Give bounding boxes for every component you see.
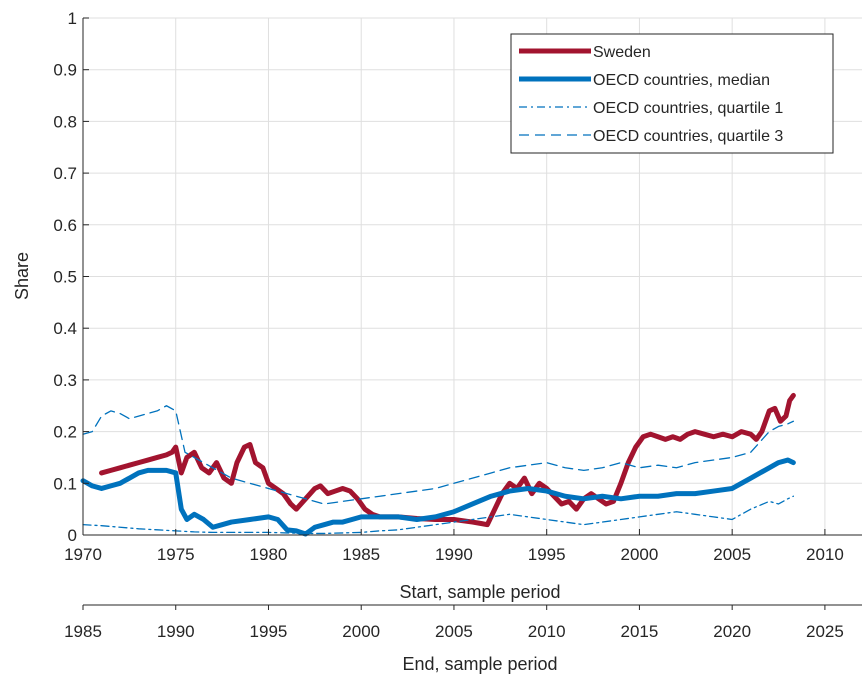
y-tick-label: 0.4 xyxy=(53,319,77,338)
y-tick-label: 0.3 xyxy=(53,371,77,390)
x-axis-label: Start, sample period xyxy=(399,582,560,602)
y-tick-label: 0.1 xyxy=(53,474,77,493)
y-tick-label: 0.9 xyxy=(53,61,77,80)
axes: 0 0.1 0.2 0.3 0.4 0.5 0.6 0.7 0.8 0.9 1 1970 1975 198… xyxy=(53,9,862,641)
x-tick-label: 2000 xyxy=(621,545,659,564)
legend-label-1: Sweden xyxy=(593,44,651,61)
y-axis-label: Share xyxy=(12,252,32,300)
x2-tick-label: 2010 xyxy=(528,622,566,641)
y-tick-label: 0.5 xyxy=(53,268,77,287)
x-tick-label: 1975 xyxy=(157,545,195,564)
x2-tick-label: 2025 xyxy=(806,622,844,641)
x-tick-label: 2010 xyxy=(806,545,844,564)
x2-tick-label: 1995 xyxy=(250,622,288,641)
series-line-2 xyxy=(80,457,796,537)
y-tick-label: 0.7 xyxy=(53,164,77,183)
data-series xyxy=(80,392,796,537)
legend-label-4: OECD countries, quartile 3 xyxy=(593,128,783,145)
legend: Sweden OECD countries, median OECD countri… xyxy=(510,33,834,154)
x2-tick-label: 2000 xyxy=(342,622,380,641)
x-tick-label: 1990 xyxy=(435,545,473,564)
x-tick-label: 1995 xyxy=(528,545,566,564)
y-tick-label: 0.6 xyxy=(53,216,77,235)
x2-tick-label: 1985 xyxy=(64,622,102,641)
x-tick-label: 2005 xyxy=(713,545,751,564)
x-tick-label: 1980 xyxy=(250,545,288,564)
legend-box xyxy=(510,33,834,154)
legend-label-3: OECD countries, quartile 1 xyxy=(593,100,783,117)
y-tick-label: 0.2 xyxy=(53,423,77,442)
x-tick-label: 1985 xyxy=(342,545,380,564)
x2-tick-label: 2005 xyxy=(435,622,473,641)
legend-label-2: OECD countries, median xyxy=(593,72,770,89)
x-tick-label: 1970 xyxy=(64,545,102,564)
series-line-3 xyxy=(82,495,795,535)
x2-tick-label: 2015 xyxy=(621,622,659,641)
x2-axis-label: End, sample period xyxy=(402,654,557,674)
y-tick-label: 0 xyxy=(68,526,77,545)
y-tick-label: 0.8 xyxy=(53,112,77,131)
series-line-4 xyxy=(82,405,795,505)
x2-tick-label: 2020 xyxy=(713,622,751,641)
y-tick-label: 1 xyxy=(68,9,77,28)
x2-tick-label: 1990 xyxy=(157,622,195,641)
